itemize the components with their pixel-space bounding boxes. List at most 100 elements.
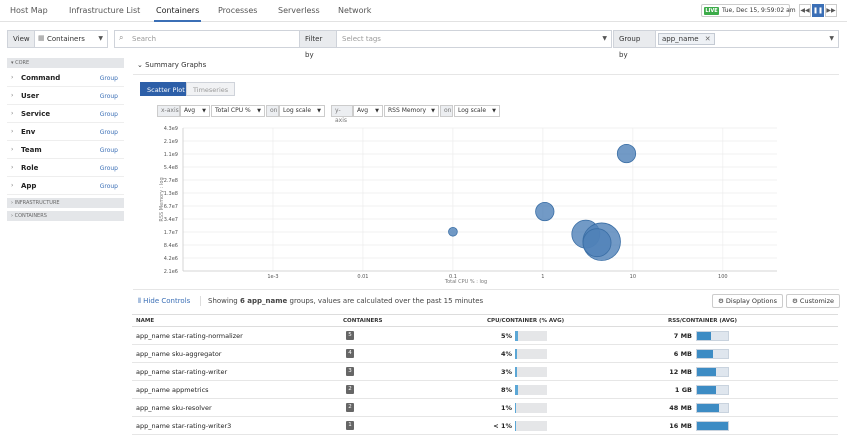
cpu-value: 4% — [500, 350, 512, 358]
top-nav: Host Map Infrastructure List Containers … — [0, 0, 847, 22]
group-tag-label: app_name — [662, 35, 699, 43]
y-tick-label: 2.1e9 — [164, 139, 178, 145]
row-name[interactable]: app_name star-rating-writer — [136, 368, 228, 376]
x-scale-select[interactable]: Log scale ▼ — [279, 105, 325, 117]
col-rss[interactable]: RSS/CONTAINER (AVG) — [668, 318, 738, 324]
section-infrastructure[interactable]: › INFRASTRUCTURE — [7, 198, 124, 208]
table-row[interactable]: app_name star-rating-writer 3 3% 12 MB — [132, 363, 838, 381]
tab-containers[interactable]: Containers — [153, 6, 202, 22]
chevron-down-icon: ▼ — [375, 108, 379, 114]
gear-icon: ⚙ — [792, 297, 800, 305]
search-field[interactable]: ⌕ Search — [114, 30, 300, 48]
chevron-right-icon: › — [11, 182, 14, 189]
tab-infrastructure-list[interactable]: Infrastructure List — [69, 6, 141, 15]
cpu-value: < 1% — [493, 422, 512, 430]
y-on-label: on — [440, 105, 453, 117]
group-link[interactable]: Group — [99, 129, 118, 136]
x-tick-label: 0.01 — [357, 274, 368, 280]
chevron-right-icon: › — [11, 92, 14, 99]
y-axis-title: RSS Memory : log — [159, 177, 165, 221]
facet-role[interactable]: › Role Group — [7, 159, 124, 177]
rss-bar-fill — [697, 404, 719, 412]
y-scale-select[interactable]: Log scale ▼ — [454, 105, 500, 117]
tab-scatter-plot[interactable]: Scatter Plot — [140, 82, 192, 96]
rss-bar — [696, 349, 729, 359]
time-picker[interactable]: LIVE Tue, Dec 15, 9:59:02 am — [701, 4, 796, 17]
filter-bar[interactable]: Filter by Select tags ▼ — [299, 30, 612, 59]
display-options-label: Display Options — [725, 297, 778, 305]
facet-team[interactable]: › Team Group — [7, 141, 124, 159]
divider — [133, 74, 839, 75]
group-link[interactable]: Group — [99, 111, 118, 118]
facet-app[interactable]: › App Group — [7, 177, 124, 195]
tab-timeseries[interactable]: Timeseries — [186, 82, 236, 96]
row-name[interactable]: app_name sku-resolver — [136, 404, 212, 412]
group-tag[interactable]: app_name ✕ — [658, 33, 715, 45]
table-row[interactable]: app_name star-rating-normalizer 5 5% 7 MB — [132, 327, 838, 345]
section-containers[interactable]: › CONTAINERS — [7, 211, 124, 221]
chevron-down-icon: ▼ — [98, 35, 103, 42]
facet-label: User — [21, 92, 40, 100]
x-on-label: on — [266, 105, 279, 117]
y-tick-label: 1.7e7 — [164, 230, 178, 236]
y-tick-label: 4.2e6 — [164, 256, 178, 262]
tab-host-map[interactable]: Host Map — [10, 6, 48, 15]
facet-service[interactable]: › Service Group — [7, 105, 124, 123]
col-cpu[interactable]: CPU/CONTAINER (% AVG) — [487, 318, 565, 324]
group-link[interactable]: Group — [99, 165, 118, 172]
rss-value: 12 MB — [669, 368, 692, 376]
x-metric-select[interactable]: Total CPU % ▼ — [211, 105, 265, 117]
view-selector[interactable]: View ▦ Containers ▼ — [7, 30, 108, 48]
x-metric-value: Total CPU % — [215, 107, 251, 114]
pause-icon[interactable]: ❚❚ — [812, 4, 824, 17]
x-agg-select[interactable]: Avg ▼ — [180, 105, 210, 117]
filter-input[interactable]: Select tags — [342, 35, 381, 43]
tab-serverless[interactable]: Serverless — [278, 6, 320, 15]
table-row[interactable]: app_name sku-resolver 2 1% 48 MB — [132, 399, 838, 417]
close-icon[interactable]: ✕ — [704, 35, 711, 43]
group-link[interactable]: Group — [99, 75, 118, 82]
showing-suffix: groups, values are calculated over the p… — [289, 297, 484, 305]
customize-button[interactable]: ⚙ Customize — [786, 294, 841, 308]
group-link[interactable]: Group — [99, 93, 118, 100]
display-options-button[interactable]: ⚙ Display Options — [712, 294, 784, 308]
y-agg-select[interactable]: Avg ▼ — [353, 105, 383, 117]
cpu-bar — [515, 331, 547, 341]
table-row[interactable]: app_name sku-aggregator 4 4% 6 MB — [132, 345, 838, 363]
facet-label: Env — [21, 128, 36, 136]
group-link[interactable]: Group — [99, 183, 118, 190]
facet-user[interactable]: › User Group — [7, 87, 124, 105]
row-name[interactable]: app_name sku-aggregator — [136, 350, 222, 358]
y-metric-value: RSS Memory — [388, 107, 427, 114]
hide-controls-button[interactable]: ⫴ Hide Controls — [138, 297, 190, 306]
divider — [133, 289, 839, 290]
rss-value: 7 MB — [673, 332, 692, 340]
tab-network[interactable]: Network — [338, 6, 372, 15]
rewind-icon[interactable]: ◀◀ — [799, 4, 811, 17]
summary-graphs-toggle[interactable]: ⌄ Summary Graphs — [137, 61, 206, 69]
group-by-bar[interactable]: Group by app_name ✕ ▼ — [613, 30, 839, 59]
table-row[interactable]: app_name star-rating-writer3 1 < 1% 16 MB — [132, 417, 838, 435]
x-axis-title: Total CPU % : log — [444, 279, 487, 285]
cpu-bar — [515, 421, 547, 431]
chevron-right-icon: › — [11, 146, 14, 153]
search-input[interactable]: Search — [132, 35, 157, 43]
scatter-point — [448, 226, 458, 237]
forward-icon[interactable]: ▶▶ — [825, 4, 837, 17]
tab-processes[interactable]: Processes — [218, 6, 258, 15]
row-name[interactable]: app_name star-rating-normalizer — [136, 332, 243, 340]
col-name[interactable]: NAME — [136, 318, 155, 324]
facet-env[interactable]: › Env Group — [7, 123, 124, 141]
group-link[interactable]: Group — [99, 147, 118, 154]
chevron-right-icon: › — [11, 74, 14, 81]
section-core[interactable]: ▾ CORE — [7, 58, 124, 68]
containers-header: CONTAINERS — [14, 213, 47, 219]
col-containers[interactable]: CONTAINERS — [343, 318, 383, 324]
row-name[interactable]: app_name appmetrics — [136, 386, 209, 394]
y-tick-label: 5.4e8 — [164, 165, 178, 171]
rss-value: 16 MB — [669, 422, 692, 430]
row-name[interactable]: app_name star-rating-writer3 — [136, 422, 232, 430]
table-row[interactable]: app_name appmetrics 2 8% 1 GB — [132, 381, 838, 399]
facet-command[interactable]: › Command Group — [7, 69, 124, 87]
y-metric-select[interactable]: RSS Memory ▼ — [384, 105, 439, 117]
